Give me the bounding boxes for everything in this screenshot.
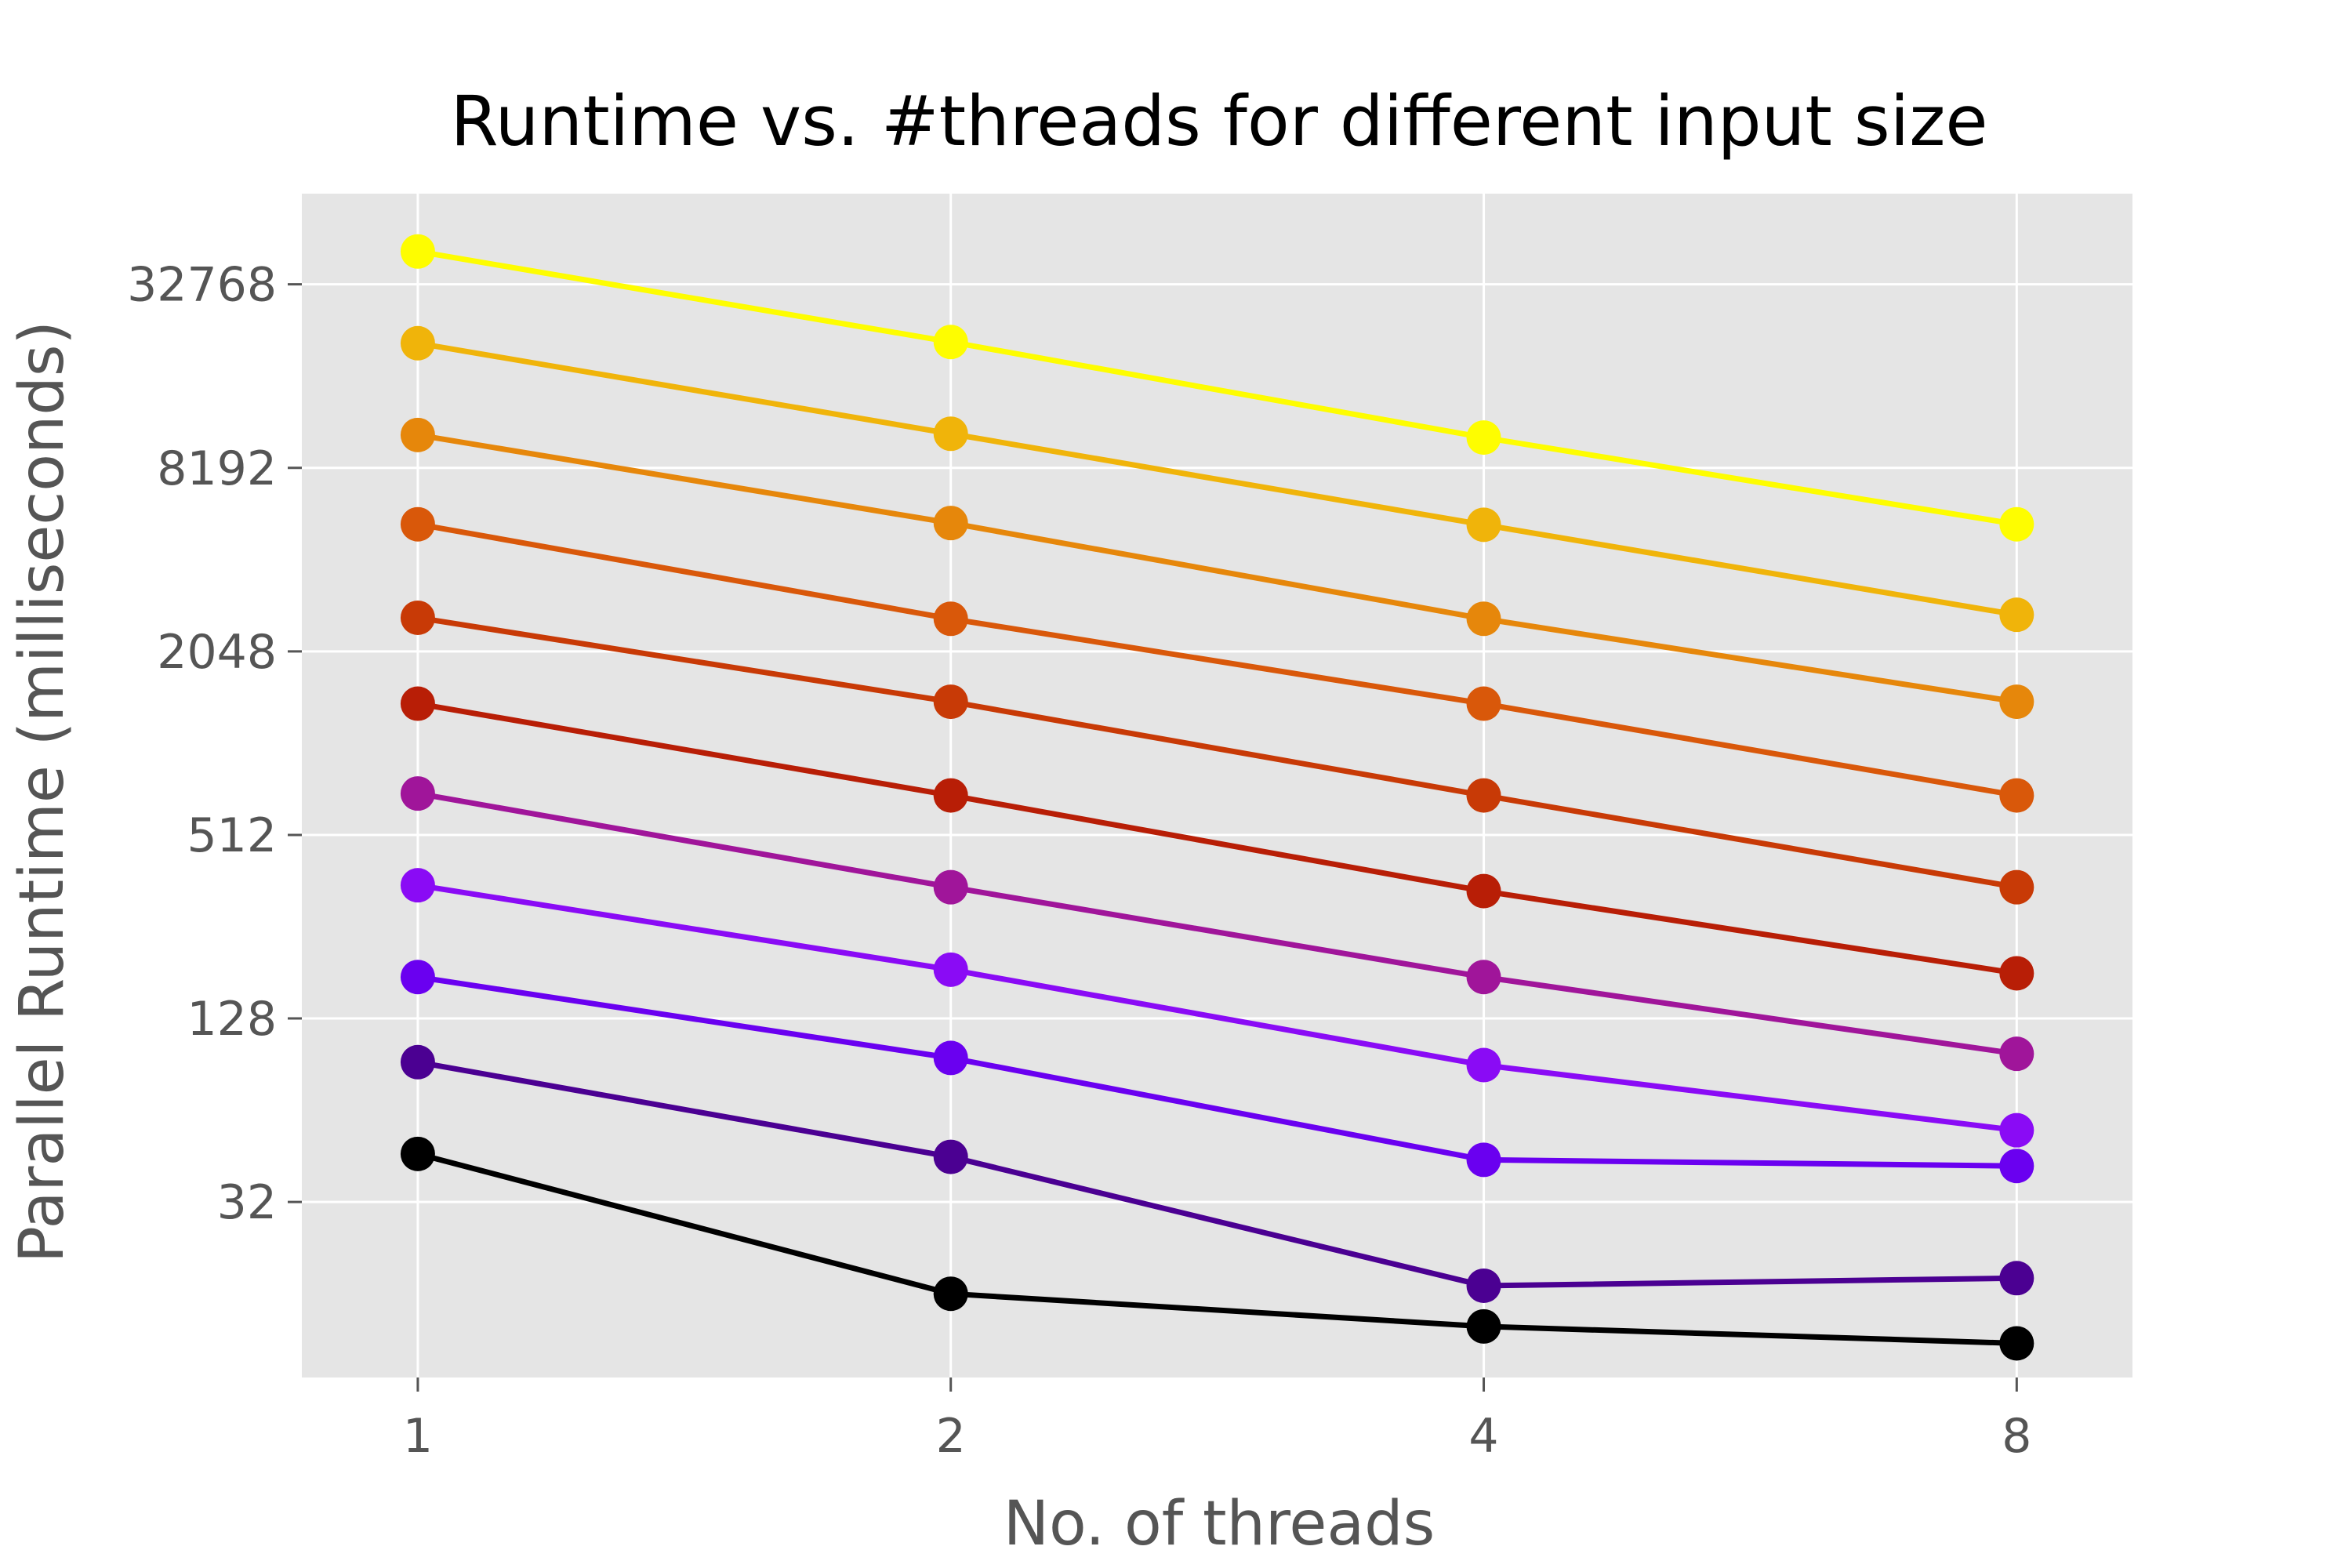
data-point xyxy=(933,1276,968,1312)
y-axis-label: Parallel Runtime (milliseconds) xyxy=(7,321,78,1263)
y-tick-label: 128 xyxy=(187,992,277,1047)
series-line xyxy=(417,701,2017,976)
data-point xyxy=(933,416,968,452)
data-point xyxy=(1999,778,2034,813)
series-2 xyxy=(400,960,2034,1184)
chart-title: Runtime vs. #threads for different input… xyxy=(450,81,1987,162)
data-point xyxy=(1466,1268,1501,1303)
data-point xyxy=(1999,506,2034,542)
data-point xyxy=(400,234,435,269)
series-10 xyxy=(400,234,2034,542)
series-4 xyxy=(400,776,2034,1072)
series-line xyxy=(417,882,2017,1134)
data-point xyxy=(933,1040,968,1076)
data-point xyxy=(933,869,968,905)
series-line xyxy=(417,615,2017,891)
data-point xyxy=(1999,1261,2034,1296)
data-point xyxy=(400,1044,435,1080)
data-point xyxy=(1466,420,1501,456)
data-point xyxy=(400,1136,435,1171)
data-point xyxy=(1999,956,2034,991)
x-tick-label: 1 xyxy=(403,1409,433,1464)
data-point xyxy=(1999,1326,2034,1361)
series-8 xyxy=(400,417,2034,720)
data-point xyxy=(1466,1308,1501,1344)
x-axis-label: No. of threads xyxy=(1004,1489,1436,1559)
series-1 xyxy=(400,1044,2034,1303)
data-point xyxy=(400,506,435,542)
data-point xyxy=(933,506,968,541)
data-point xyxy=(400,868,435,903)
data-point xyxy=(933,325,968,360)
data-point xyxy=(1999,1036,2034,1072)
series-9 xyxy=(400,325,2034,633)
series-line xyxy=(417,790,2017,1057)
data-point xyxy=(1999,1112,2034,1148)
series-line xyxy=(417,432,2017,705)
data-point xyxy=(1466,960,1501,995)
y-tick-label: 512 xyxy=(187,808,277,863)
x-tick-label: 8 xyxy=(2002,1409,2031,1464)
y-tick-label: 32768 xyxy=(127,258,277,313)
data-point xyxy=(400,417,435,452)
series-group xyxy=(400,234,2034,1361)
data-point xyxy=(1999,1149,2034,1184)
data-point xyxy=(933,952,968,987)
data-point xyxy=(1466,507,1501,543)
data-point xyxy=(400,776,435,811)
x-tick-label: 4 xyxy=(1468,1409,1498,1464)
data-point xyxy=(1466,601,1501,637)
data-point xyxy=(400,960,435,995)
y-axis: 32 128 512 2048 8192 32768 xyxy=(127,258,302,1230)
x-axis: 1 2 4 8 xyxy=(403,1377,2031,1464)
data-point xyxy=(1999,684,2034,720)
x-tick-label: 2 xyxy=(936,1409,966,1464)
series-3 xyxy=(400,868,2034,1148)
series-line xyxy=(417,1151,2017,1346)
data-point xyxy=(1466,1047,1501,1083)
data-point xyxy=(1466,686,1501,721)
data-point xyxy=(400,600,435,635)
data-point xyxy=(1999,869,2034,905)
data-point xyxy=(1466,873,1501,909)
y-tick-label: 32 xyxy=(217,1175,277,1230)
data-point xyxy=(1999,597,2034,633)
y-tick-label: 8192 xyxy=(157,441,277,496)
data-point xyxy=(933,778,968,813)
y-tick-label: 2048 xyxy=(157,625,277,680)
data-point xyxy=(933,601,968,637)
data-point xyxy=(1466,1142,1501,1178)
series-6 xyxy=(400,600,2034,905)
series-line xyxy=(417,974,2017,1169)
data-point xyxy=(933,684,968,720)
series-0 xyxy=(400,1136,2034,1361)
data-point xyxy=(1466,778,1501,813)
data-point xyxy=(400,686,435,721)
series-line xyxy=(417,1059,2017,1289)
series-line xyxy=(417,340,2017,618)
series-line xyxy=(417,249,2017,528)
data-point xyxy=(400,325,435,361)
series-7 xyxy=(400,506,2034,813)
series-line xyxy=(417,521,2017,799)
data-point xyxy=(933,1139,968,1174)
series-5 xyxy=(400,686,2034,991)
